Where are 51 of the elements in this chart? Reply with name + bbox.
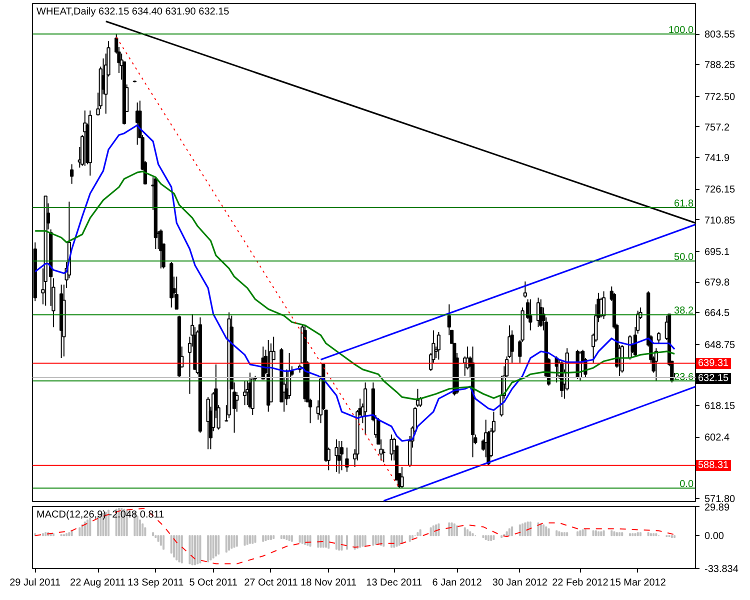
x-tick-label: 29 Jul 2011 <box>10 578 62 588</box>
candlestick <box>345 447 349 472</box>
candlestick <box>337 440 341 474</box>
y-tick-label: 679.8 <box>704 278 730 289</box>
x-tick-label: 13 Sep 2011 <box>128 578 184 588</box>
y-tick-label: 710.85 <box>704 215 736 226</box>
candlestick <box>242 380 247 406</box>
x-tick-label: 13 Dec 2011 <box>366 578 423 588</box>
y-tick-label: 772.50 <box>704 92 736 103</box>
y-tick-label: 29.89 <box>704 502 730 514</box>
y-tick-label: 602.4 <box>704 432 730 444</box>
ref-line-label: 632.15 <box>696 373 731 384</box>
x-tick-label: 5 Oct 2011 <box>189 578 238 588</box>
line-series <box>34 508 676 564</box>
y-tick-label: 695.1 <box>704 246 730 258</box>
y-tick-label: 788.25 <box>704 60 736 72</box>
annotation: 38.2 <box>674 306 694 317</box>
x-tick-label: 22 Aug 2011 <box>70 578 126 588</box>
candlestick <box>523 280 527 298</box>
x-tick-label: 22 Feb 2012 <box>552 578 609 588</box>
y-tick-label: 741.9 <box>704 153 730 164</box>
candlestick <box>364 382 368 436</box>
line-series <box>34 124 676 442</box>
candlestick <box>657 331 661 344</box>
candlestick <box>70 164 74 184</box>
y-tick-label: -33.834 <box>704 564 739 575</box>
x-tick-label: 30 Jan 2012 <box>492 578 548 588</box>
annotation: 61.8 <box>674 198 694 210</box>
annotation: 0.0 <box>680 479 694 490</box>
y-tick-label: 757.2 <box>704 122 730 134</box>
x-tick-label: 27 Oct 2011 <box>244 578 298 588</box>
y-tick-label: 726.15 <box>704 184 736 196</box>
chart-title: MACD(12,26,9) -2.048 0.811 <box>36 510 165 520</box>
y-tick-label: 648.75 <box>704 340 736 351</box>
candlestick <box>400 466 404 489</box>
candlestick <box>174 276 178 310</box>
y-tick-label: 618.15 <box>704 401 736 412</box>
annotation: 100.0 <box>668 25 694 36</box>
annotation: 50.0 <box>674 252 694 264</box>
candlestick <box>528 298 532 331</box>
y-tick-label: 664.5 <box>704 308 730 320</box>
x-tick-label: 18 Nov 2011 <box>300 578 358 588</box>
y-tick-label: 803.55 <box>704 30 736 41</box>
candlestick <box>510 330 514 364</box>
x-tick-label: 15 Mar 2012 <box>610 578 666 588</box>
chart-title: WHEAT,Daily 632.15 634.40 631.90 632.15 <box>36 6 230 18</box>
y-tick-label: 0.00 <box>704 531 724 542</box>
ref-line-label: 588.31 <box>696 460 731 471</box>
y-tick-label: 571.80 <box>704 494 736 505</box>
ref-line-label: 639.31 <box>696 358 731 369</box>
x-tick-label: 6 Jan 2012 <box>432 578 482 588</box>
